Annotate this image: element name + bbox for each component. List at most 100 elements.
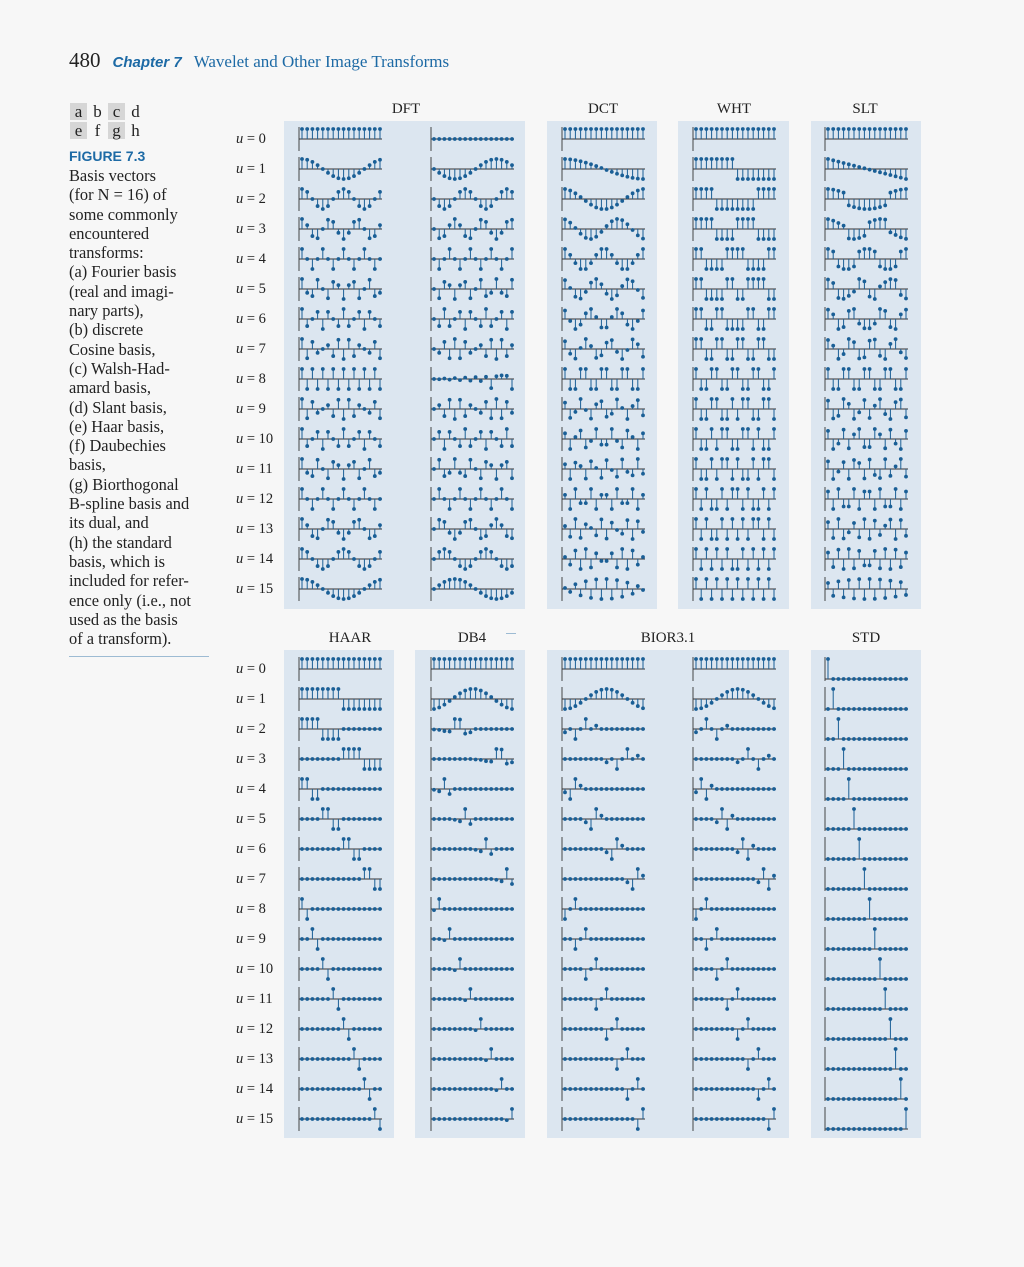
stem-marker	[615, 217, 619, 221]
stem-marker	[573, 387, 578, 391]
stem-marker	[573, 947, 578, 951]
stem-marker	[578, 967, 583, 971]
stem-marker	[510, 967, 514, 971]
stem-marker	[583, 1087, 588, 1091]
basis-plot-db4-u12	[430, 1017, 514, 1041]
stem-marker	[473, 1117, 478, 1121]
basis-plot-db4-u15	[430, 1107, 514, 1131]
stem-marker	[740, 727, 745, 731]
stem-marker	[846, 677, 851, 681]
stem-marker	[836, 487, 841, 491]
stem-marker	[504, 400, 509, 404]
stem-marker	[766, 907, 771, 911]
stem-marker	[836, 767, 841, 771]
stem-marker	[730, 937, 735, 941]
basis-plot-bior-u0	[561, 657, 645, 681]
stem-marker	[630, 1117, 635, 1121]
basis-plot-std-u12	[824, 1017, 908, 1041]
stem-marker	[630, 657, 635, 661]
stem-marker	[589, 693, 593, 698]
stem-marker	[888, 887, 893, 891]
stem-marker	[625, 697, 630, 701]
stem-marker	[499, 997, 504, 1001]
stem-marker	[341, 247, 346, 251]
stem-marker	[893, 127, 898, 131]
stem-marker	[630, 1057, 635, 1061]
stem-marker	[594, 787, 599, 791]
stem-marker	[346, 877, 351, 881]
stem-marker	[756, 577, 761, 581]
stem-marker	[725, 657, 730, 661]
stem-marker	[772, 487, 776, 491]
stem-marker	[694, 457, 698, 461]
stem-marker	[352, 354, 356, 358]
stem-marker	[725, 417, 730, 421]
stem-marker	[630, 387, 635, 391]
basis-plot-dft_real-u2	[298, 187, 382, 211]
basis-plot-dft_imag-u13	[430, 517, 514, 541]
stem-marker	[468, 378, 473, 383]
stem-marker	[594, 234, 599, 239]
stem-marker	[510, 190, 514, 194]
stem-marker	[499, 879, 504, 884]
stem-marker	[846, 1127, 851, 1131]
stem-marker	[468, 137, 473, 141]
stem-marker	[883, 412, 888, 416]
stem-marker	[620, 1057, 625, 1061]
stem-marker	[714, 447, 719, 451]
stem-marker	[489, 290, 494, 295]
stem-marker	[841, 707, 846, 711]
stem-marker	[893, 400, 898, 405]
stem-marker	[862, 917, 867, 921]
stem-marker	[341, 537, 346, 541]
stem-marker	[300, 367, 304, 371]
stem-marker	[609, 907, 614, 911]
stem-marker	[599, 247, 604, 251]
stem-marker	[836, 1097, 841, 1101]
stem-marker	[510, 507, 514, 511]
stem-marker	[826, 1127, 830, 1131]
stem-marker	[510, 707, 514, 711]
stem-marker	[568, 1117, 573, 1121]
stem-marker	[568, 727, 573, 731]
stem-marker	[826, 1067, 830, 1071]
stem-marker	[893, 677, 898, 681]
stem-marker	[746, 997, 750, 1001]
stem-marker	[447, 792, 452, 796]
stem-marker	[720, 1117, 724, 1121]
stem-marker	[589, 261, 593, 266]
stem-marker	[452, 577, 457, 581]
stem-marker	[904, 307, 908, 312]
stem-marker	[609, 387, 614, 391]
stem-marker	[761, 337, 766, 341]
stem-marker	[720, 237, 724, 241]
stem-marker	[746, 387, 750, 391]
stem-marker	[458, 190, 462, 194]
stem-marker	[609, 297, 614, 301]
top-row-label-5: u = 5	[236, 281, 266, 297]
stem-marker	[620, 843, 625, 848]
stem-marker	[641, 588, 645, 592]
stem-marker	[620, 173, 625, 178]
stem-marker	[326, 403, 330, 408]
stem-marker	[305, 127, 310, 131]
stem-marker	[442, 817, 447, 821]
stem-marker	[568, 1027, 573, 1031]
stem-marker	[432, 757, 436, 761]
stem-marker	[357, 387, 362, 391]
stem-marker	[735, 1037, 740, 1041]
basis-plot-bior-u10	[561, 957, 645, 981]
stem-marker	[904, 707, 908, 711]
stem-marker	[458, 757, 462, 761]
stem-marker	[709, 1117, 714, 1121]
stem-marker	[846, 293, 851, 298]
stem-marker	[888, 504, 893, 509]
stem-marker	[357, 907, 362, 911]
stem-marker	[305, 817, 310, 821]
stem-marker	[300, 127, 304, 131]
stem-marker	[372, 437, 377, 441]
stem-marker	[473, 137, 478, 141]
stem-marker	[862, 677, 867, 681]
stem-marker	[372, 847, 377, 851]
stem-marker	[609, 338, 614, 343]
